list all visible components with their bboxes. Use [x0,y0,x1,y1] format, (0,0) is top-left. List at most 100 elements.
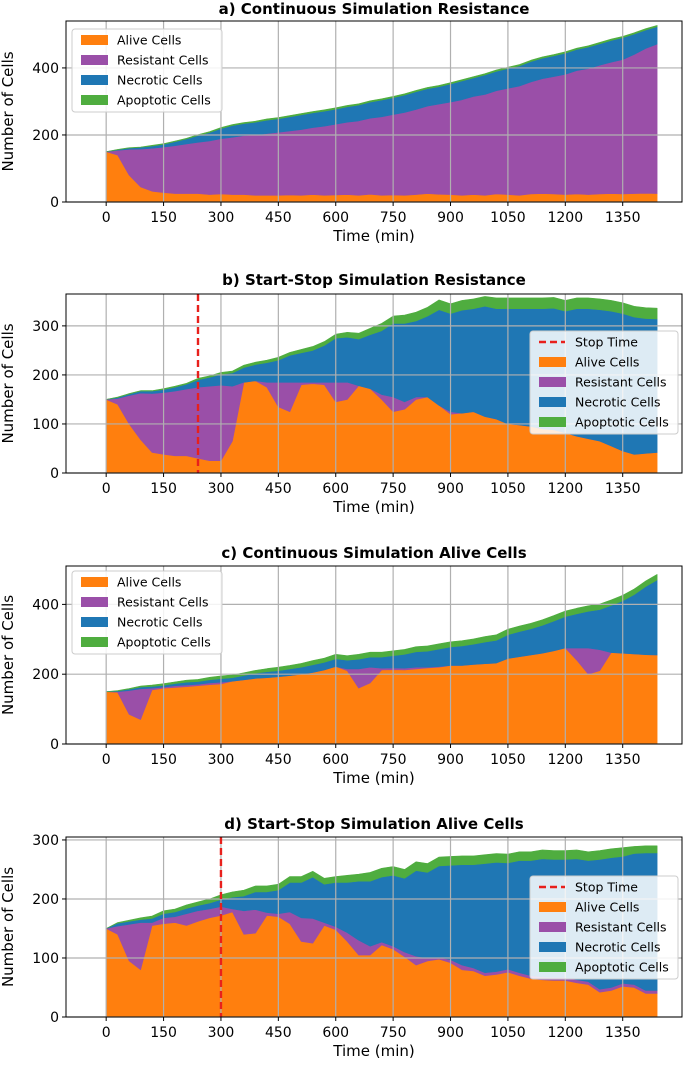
legend-box [71,28,223,113]
legend-swatch-necrotic-cells [539,942,566,952]
legend-swatch-alive-cells [539,902,566,912]
legend-label: Resistant Cells [575,375,667,390]
x-axis-label: Time (min) [332,1042,414,1060]
legend-swatch-necrotic-cells [81,617,108,627]
x-tick-label: 1350 [605,1025,641,1041]
x-tick-label: 900 [437,481,464,497]
x-tick-label: 300 [208,1025,235,1041]
x-tick-label: 1350 [605,481,641,497]
axes-frame [65,565,683,745]
x-tick-label: 150 [150,481,177,497]
legend-swatch-apoptotic-cells [539,417,566,427]
y-tick-label: 200 [32,892,59,908]
legend-swatch-alive-cells [81,577,108,587]
x-tick-label: 300 [208,481,235,497]
x-tick-label: 1350 [605,210,641,226]
legend-label: Necrotic Cells [575,395,661,410]
legend-label: Necrotic Cells [117,615,203,630]
legend: Stop Time Alive Cells Resistant Cells Necro… [529,875,679,980]
y-tick-label: 300 [32,833,59,849]
legend-swatch-apoptotic-cells [81,95,108,105]
y-tick-label: 300 [32,319,59,335]
chart-title: c) Continuous Simulation Alive Cells [221,544,526,562]
legend-label: Alive Cells [575,900,639,915]
x-tick-label: 900 [437,752,464,768]
legend-label: Resistant Cells [575,920,667,935]
legend-label: Alive Cells [117,575,181,590]
legend-label: Necrotic Cells [117,73,203,88]
area-apoptotic-cells [105,296,658,400]
y-tick-label: 0 [50,195,59,211]
y-axis-label: Number of Cells [0,51,17,171]
y-tick-label: 200 [32,128,59,144]
legend-swatch-apoptotic-cells [539,962,566,972]
axes-frame [65,293,683,474]
legend-label: Stop Time [575,880,638,895]
x-tick-label: 450 [265,752,292,768]
y-tick-label: 100 [32,417,59,433]
legend-label: Apoptotic Cells [117,93,211,108]
x-tick-label: 0 [102,1025,111,1041]
x-tick-label: 750 [380,481,407,497]
y-tick-label: 200 [32,368,59,384]
legend-label: Apoptotic Cells [575,415,669,430]
axes-frame [65,20,683,203]
legend-swatch-apoptotic-cells [81,637,108,647]
x-axis-label: Time (min) [332,769,414,787]
chart-title: b) Start-Stop Simulation Resistance [222,271,526,289]
y-axis-label: Number of Cells [0,323,17,443]
legend-label: Apoptotic Cells [575,960,669,975]
legend: Stop Time Alive Cells Resistant Cells Necro… [529,330,679,435]
legend-label: Resistant Cells [117,53,209,68]
x-tick-label: 0 [102,481,111,497]
legend-swatch-resistant-cells [539,377,566,387]
y-tick-label: 200 [32,667,59,683]
chart-title: a) Continuous Simulation Resistance [219,0,530,18]
area-apoptotic-cells [105,574,658,692]
chart-b: b) Start-Stop Simulation Resistance 0 150 3… [0,271,683,516]
legend-box [71,570,223,655]
x-tick-label: 600 [322,1025,349,1041]
x-tick-label: 750 [380,1025,407,1041]
x-tick-label: 1200 [547,210,583,226]
y-tick-label: 0 [50,1010,59,1026]
y-tick-label: 0 [50,737,59,753]
x-tick-label: 750 [380,210,407,226]
area-apoptotic-cells [105,845,658,929]
legend-swatch-alive-cells [81,35,108,45]
x-tick-label: 1200 [547,752,583,768]
x-tick-label: 600 [322,752,349,768]
x-tick-label: 600 [322,210,349,226]
legend-swatch-necrotic-cells [81,75,108,85]
legend-swatch-alive-cells [539,357,566,367]
x-tick-label: 0 [102,210,111,226]
legend-label: Alive Cells [117,33,181,48]
x-tick-label: 150 [150,1025,177,1041]
x-tick-label: 900 [437,210,464,226]
x-tick-label: 450 [265,1025,292,1041]
x-tick-label: 1050 [490,752,526,768]
chart-title: d) Start-Stop Simulation Alive Cells [224,815,524,833]
legend-box [529,875,679,980]
legend-swatch-resistant-cells [81,597,108,607]
legend-swatch-resistant-cells [539,922,566,932]
legend-label: Stop Time [575,335,638,350]
area-apoptotic-cells [105,25,658,153]
x-tick-label: 300 [208,210,235,226]
y-axis-label: Number of Cells [0,595,17,715]
x-axis-label: Time (min) [332,227,414,245]
legend-label: Necrotic Cells [575,940,661,955]
x-tick-label: 150 [150,752,177,768]
x-tick-label: 0 [102,752,111,768]
x-tick-label: 1200 [547,481,583,497]
legend-swatch-necrotic-cells [539,397,566,407]
x-tick-label: 300 [208,752,235,768]
x-tick-label: 600 [322,481,349,497]
x-tick-label: 150 [150,210,177,226]
x-tick-label: 1050 [490,481,526,497]
legend-box [529,330,679,435]
legend-label: Resistant Cells [117,595,209,610]
x-tick-label: 900 [437,1025,464,1041]
legend: Alive Cells Resistant Cells Necrotic Cells… [71,28,223,113]
x-tick-label: 750 [380,752,407,768]
